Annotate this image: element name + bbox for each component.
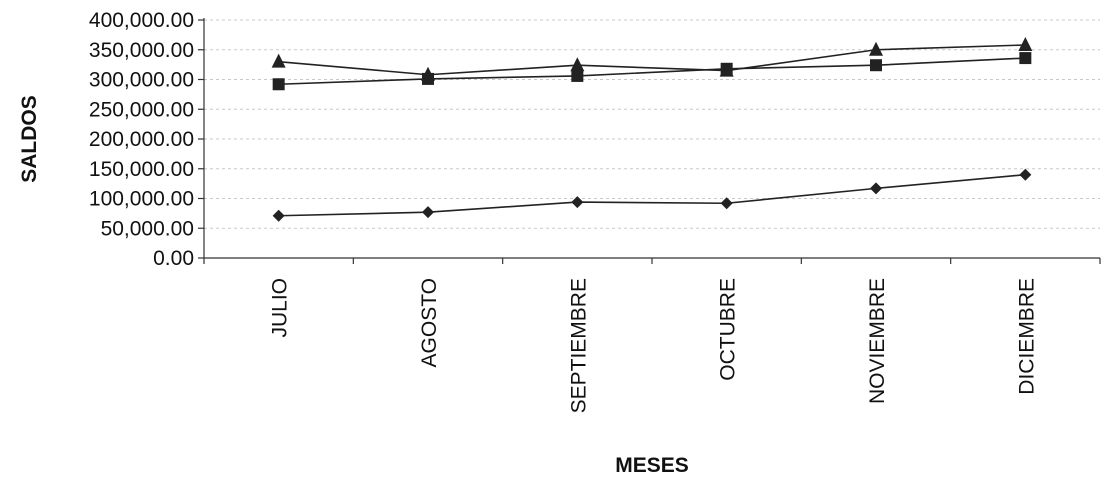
y-tick-label: 300,000.00 bbox=[89, 69, 194, 92]
series bbox=[271, 36, 1033, 222]
series-3 bbox=[271, 36, 1033, 81]
y-tick-label: 100,000.00 bbox=[89, 188, 194, 211]
y-tick-label: 0.00 bbox=[153, 247, 194, 270]
data-point-square bbox=[870, 59, 882, 72]
data-point-diamond bbox=[870, 182, 882, 195]
y-axis-title: SALDOS bbox=[18, 95, 41, 183]
gridlines bbox=[204, 19, 1100, 229]
data-point-diamond bbox=[1019, 168, 1032, 181]
y-tick-label: 50,000.00 bbox=[101, 217, 194, 240]
data-point-triangle bbox=[869, 41, 883, 56]
data-point-triangle bbox=[719, 62, 734, 77]
series-line bbox=[278, 173, 1026, 217]
y-tick-labels: 0.00 50,000.00 100,000.00 150,000.00 200,000… bbox=[89, 9, 204, 270]
data-point-square bbox=[1019, 52, 1032, 65]
data-point-diamond bbox=[422, 206, 434, 219]
data-point-diamond bbox=[720, 197, 733, 210]
data-point-triangle bbox=[421, 66, 435, 81]
x-axis-title: MESES bbox=[615, 454, 689, 477]
data-point-triangle bbox=[570, 57, 585, 72]
data-point-triangle bbox=[1018, 36, 1033, 51]
series-1 bbox=[272, 168, 1032, 222]
x-tick-labels: JULIO AGOSTO SEPTIEMBRE OCTUBRE NOVIEMBRE DIC… bbox=[203, 258, 1101, 413]
x-tick-label: JULIO bbox=[269, 278, 292, 338]
x-tick-label: OCTUBRE bbox=[717, 278, 740, 381]
data-point-diamond bbox=[571, 196, 584, 209]
data-point-square bbox=[272, 78, 285, 91]
y-tick-label: 250,000.00 bbox=[89, 98, 194, 121]
x-tick-label: DICIEMBRE bbox=[1015, 278, 1038, 395]
y-tick-label: 350,000.00 bbox=[89, 39, 194, 62]
x-tick-label: AGOSTO bbox=[418, 278, 441, 367]
x-tick-label: NOVIEMBRE bbox=[866, 278, 889, 404]
data-point-triangle bbox=[271, 53, 286, 68]
series-2 bbox=[272, 52, 1032, 91]
y-tick-label: 200,000.00 bbox=[89, 128, 194, 151]
y-tick-label: 150,000.00 bbox=[89, 158, 194, 181]
series-line bbox=[278, 44, 1026, 76]
data-point-diamond bbox=[272, 209, 285, 222]
series-line bbox=[278, 57, 1026, 86]
axes bbox=[203, 18, 1100, 259]
data-point-square bbox=[571, 69, 584, 82]
x-tick-label: SEPTIEMBRE bbox=[567, 278, 590, 413]
y-tick-label: 400,000.00 bbox=[89, 9, 194, 32]
